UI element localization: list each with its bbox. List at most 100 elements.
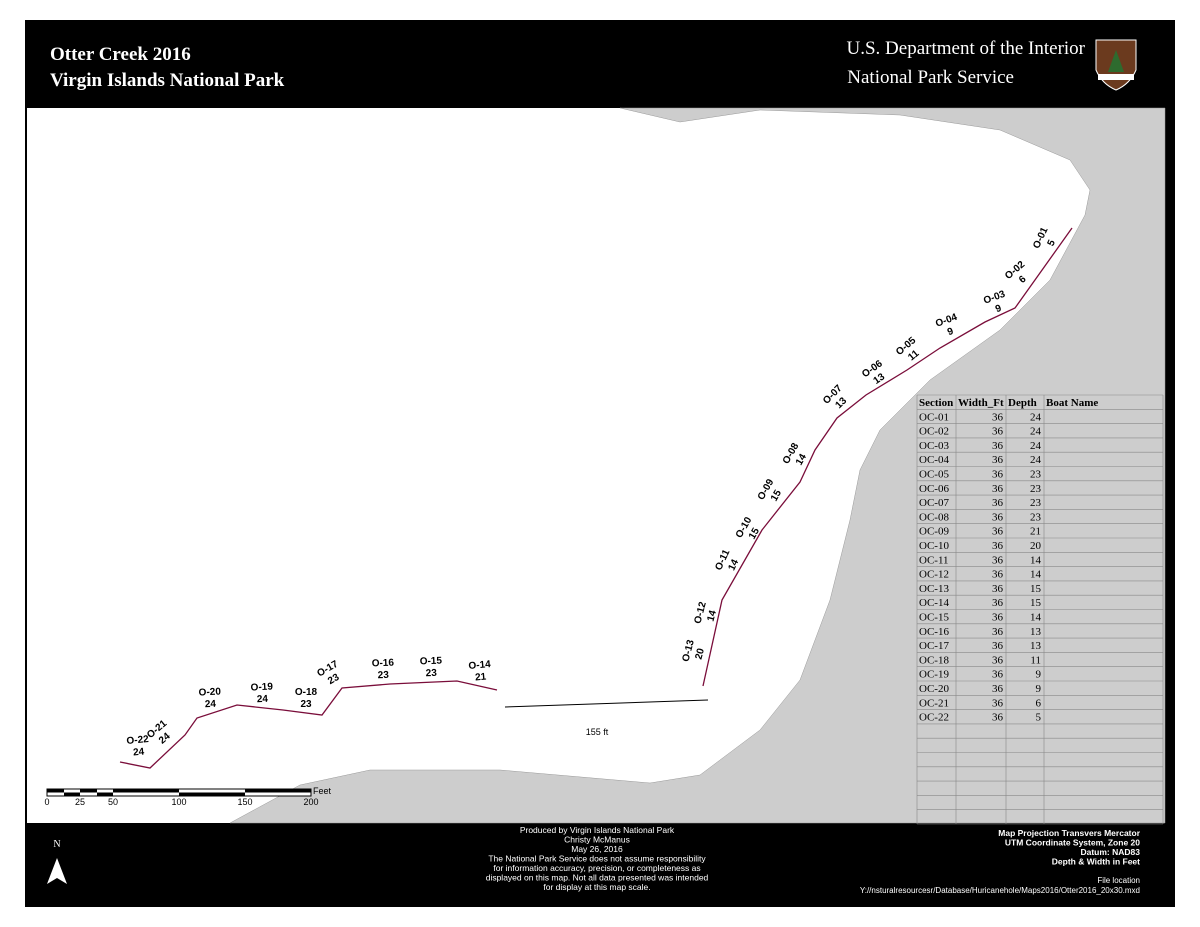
table-cell: 36: [992, 640, 1004, 652]
table-cell: 24: [1030, 411, 1042, 423]
table-header: Boat Name: [1046, 397, 1098, 409]
table-cell: OC-21: [919, 697, 949, 709]
station-depth: 23: [378, 670, 390, 681]
table-cell: OC-03: [919, 440, 949, 452]
subtitle: Virgin Islands National Park: [50, 70, 285, 91]
scale-segment: [47, 789, 64, 793]
table-cell: 36: [992, 583, 1004, 595]
table-cell: 36: [992, 626, 1004, 638]
table-cell: 24: [1030, 454, 1042, 466]
station-depth: 14: [726, 557, 741, 572]
projection-line: UTM Coordinate System, Zone 20: [1005, 838, 1140, 848]
scale-segment: [179, 792, 245, 796]
table-cell: OC-01: [919, 411, 949, 423]
table-cell: 24: [1030, 440, 1042, 452]
station-id: O-18: [295, 687, 318, 698]
table-cell: 21: [1030, 526, 1041, 538]
table-cell: 36: [992, 454, 1004, 466]
scale-segment: [80, 789, 97, 793]
station-depth: 9: [994, 303, 1003, 315]
table-cell: 36: [992, 469, 1004, 481]
file-path: Y://nsturalresourcesr/Database/Huricaneh…: [860, 886, 1140, 895]
station-depth: 23: [300, 699, 312, 710]
service: National Park Service: [847, 67, 1014, 88]
scale-unit: Feet: [313, 786, 332, 796]
scale-tick: 100: [171, 797, 186, 807]
table-cell: OC-18: [919, 654, 949, 666]
station-depth: 23: [326, 672, 342, 687]
table-cell: OC-06: [919, 483, 949, 495]
station-id: O-15: [420, 656, 443, 668]
table-cell: OC-08: [919, 511, 949, 523]
table-cell: OC-19: [919, 669, 949, 681]
table-cell: 23: [1030, 511, 1042, 523]
projection-line: Map Projection Transvers Mercator: [998, 828, 1140, 838]
station-id: O-16: [372, 658, 395, 670]
table-cell: 20: [1030, 540, 1042, 552]
table-cell: 36: [992, 569, 1004, 581]
table-header: Depth: [1008, 397, 1037, 409]
table-cell: 36: [992, 440, 1004, 452]
table-cell: OC-02: [919, 426, 949, 438]
table-cell: 15: [1030, 583, 1042, 595]
table-cell: 36: [992, 497, 1004, 509]
station-depth: 24: [257, 694, 269, 706]
table-header: Section: [919, 397, 953, 409]
table-cell: 36: [992, 654, 1004, 666]
station-depth: 24: [133, 746, 145, 758]
scale-segment: [97, 792, 113, 796]
table-cell: 23: [1030, 483, 1042, 495]
nps-logo: [1095, 39, 1137, 91]
projection-line: Depth & Width in Feet: [1052, 857, 1140, 867]
table-cell: 36: [992, 511, 1004, 523]
scale-tick: 25: [75, 797, 85, 807]
table-cell: 36: [992, 411, 1004, 423]
table-cell: 36: [992, 712, 1004, 724]
station-depth: 14: [794, 452, 809, 468]
table-cell: 15: [1030, 597, 1042, 609]
table-cell: 9: [1036, 683, 1042, 695]
table-cell: 14: [1030, 554, 1042, 566]
table-cell: OC-11: [919, 554, 949, 566]
credit-line: for information accuracy, precision, or …: [493, 863, 700, 873]
table-cell: 11: [1030, 654, 1041, 666]
station-id: O-22: [126, 734, 150, 747]
table-cell: OC-10: [919, 540, 949, 552]
station-depth: 6: [1017, 273, 1029, 285]
table-cell: OC-13: [919, 583, 949, 595]
credit-line: Produced by Virgin Islands National Park: [520, 825, 675, 835]
scale-tick: 150: [237, 797, 252, 807]
data-table: Section Width_Ft Depth Boat Name OC-01 36 24 OC…: [916, 394, 1164, 825]
table-cell: 9: [1036, 669, 1042, 681]
table-cell: 36: [992, 697, 1004, 709]
table-cell: 14: [1030, 569, 1042, 581]
station-id: O-20: [198, 686, 221, 698]
station-depth: 15: [769, 488, 784, 504]
table-cell: 5: [1036, 712, 1042, 724]
table-cell: OC-04: [919, 454, 949, 466]
projection-line: Datum: NAD83: [1080, 847, 1140, 857]
file-label: File location: [1097, 876, 1140, 885]
footer: N Produced by Virgin Islands National Pa…: [47, 825, 1141, 895]
credit-line: for display at this map scale.: [543, 882, 650, 892]
station-id: O-14: [468, 659, 492, 672]
table-cell: 36: [992, 540, 1004, 552]
station-id: O-19: [250, 681, 273, 693]
credit-line: The National Park Service does not assum…: [488, 854, 706, 864]
table-cell: OC-07: [919, 497, 949, 509]
scale-segment: [113, 789, 179, 793]
table-cell: 36: [992, 612, 1004, 624]
north-label: N: [53, 839, 60, 850]
station-depth: 23: [426, 668, 438, 679]
credit-line: May 26, 2016: [571, 844, 623, 854]
table-cell: OC-09: [919, 526, 949, 538]
table-cell: 6: [1036, 697, 1042, 709]
table-header: Width_Ft: [958, 397, 1004, 409]
station-depth: 14: [705, 609, 719, 623]
table-cell: OC-20: [919, 683, 949, 695]
